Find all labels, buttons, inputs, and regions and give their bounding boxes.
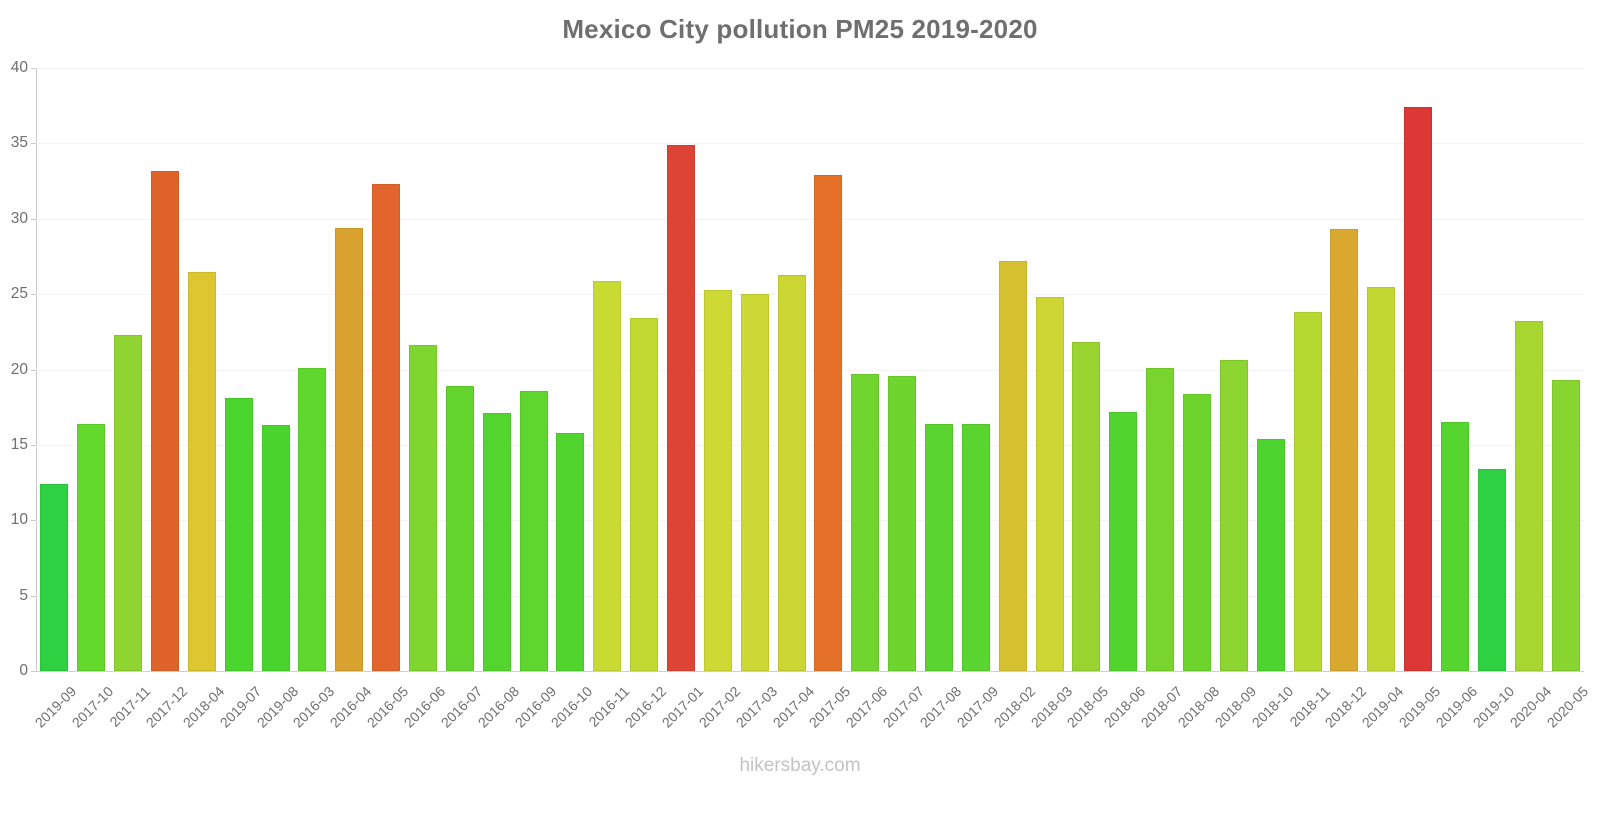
bar[interactable] (888, 375, 917, 671)
bar[interactable] (703, 289, 732, 671)
bar[interactable] (1035, 297, 1064, 671)
bar[interactable] (261, 425, 290, 671)
y-axis-tick-mark (31, 595, 36, 597)
bar[interactable] (1514, 321, 1543, 671)
y-axis-tick-label: 25 (10, 285, 28, 303)
y-axis-tick-mark (31, 671, 36, 672)
plot-area (36, 68, 1584, 672)
gridline (36, 294, 1584, 296)
bar[interactable] (1367, 286, 1396, 671)
bar[interactable] (1477, 469, 1506, 671)
y-axis-tick-mark (31, 294, 36, 296)
bar[interactable] (666, 144, 695, 671)
bar[interactable] (40, 484, 69, 671)
gridline (36, 671, 1584, 672)
bar[interactable] (482, 413, 511, 671)
bar[interactable] (1182, 393, 1211, 671)
y-axis-tick-mark (31, 143, 36, 145)
bar[interactable] (961, 423, 990, 671)
bar[interactable] (372, 184, 401, 671)
y-axis-tick-label: 30 (10, 209, 28, 227)
y-axis-tick-mark (31, 520, 36, 522)
y-axis-labels: 0 5 10 15 20 25 30 35 40 (10, 59, 36, 679)
bar[interactable] (224, 398, 253, 671)
bar[interactable] (924, 423, 953, 671)
gridline (36, 520, 1584, 522)
bar[interactable] (408, 345, 437, 671)
bar[interactable] (1109, 411, 1138, 671)
y-axis-tick-mark (31, 444, 36, 446)
gridline (36, 444, 1584, 446)
chart-title: Mexico City pollution PM25 2019-2020 (562, 14, 1038, 44)
bar[interactable] (1146, 368, 1175, 671)
bar[interactable] (114, 334, 143, 671)
y-axis-tick-label: 20 (10, 360, 28, 378)
bar[interactable] (1256, 438, 1285, 671)
bar[interactable] (593, 280, 622, 671)
bar[interactable] (630, 318, 659, 671)
bar[interactable] (77, 423, 106, 671)
bar[interactable] (1072, 342, 1101, 671)
bar[interactable] (1404, 107, 1433, 671)
gridline (36, 68, 1584, 69)
bar[interactable] (445, 386, 474, 671)
gridline (36, 369, 1584, 371)
y-axis-tick-label: 5 (19, 586, 28, 604)
y-axis-tick-label: 10 (10, 511, 28, 529)
bar[interactable] (298, 368, 327, 671)
bar[interactable] (851, 374, 880, 671)
y-axis-tick-label: 40 (10, 59, 28, 76)
bar[interactable] (1440, 422, 1469, 671)
source-credit: hikersbay.com (739, 755, 861, 776)
gridline (36, 143, 1584, 145)
bar[interactable] (519, 390, 548, 671)
bar[interactable] (150, 170, 179, 671)
bar[interactable] (1219, 360, 1248, 671)
y-axis-tick-mark (31, 68, 36, 69)
bar[interactable] (998, 260, 1027, 671)
bar[interactable] (814, 175, 843, 671)
bar[interactable] (1551, 380, 1580, 671)
y-axis-tick-mark (31, 218, 36, 220)
bar[interactable] (777, 274, 806, 671)
y-axis-tick-label: 35 (10, 134, 28, 152)
y-axis-tick-label: 0 (19, 662, 28, 679)
bar[interactable] (556, 432, 585, 671)
y-axis-tick-label: 15 (10, 435, 28, 453)
bar[interactable] (187, 271, 216, 671)
gridline (36, 218, 1584, 220)
gridline (36, 595, 1584, 597)
bar[interactable] (335, 227, 364, 671)
chart-container: Mexico City pollution PM25 2019-2020 0 5 1… (10, 14, 1591, 776)
bar[interactable] (740, 294, 769, 671)
bar[interactable] (1293, 312, 1322, 671)
y-axis-tick-mark (31, 369, 36, 371)
bar[interactable] (1330, 229, 1359, 671)
